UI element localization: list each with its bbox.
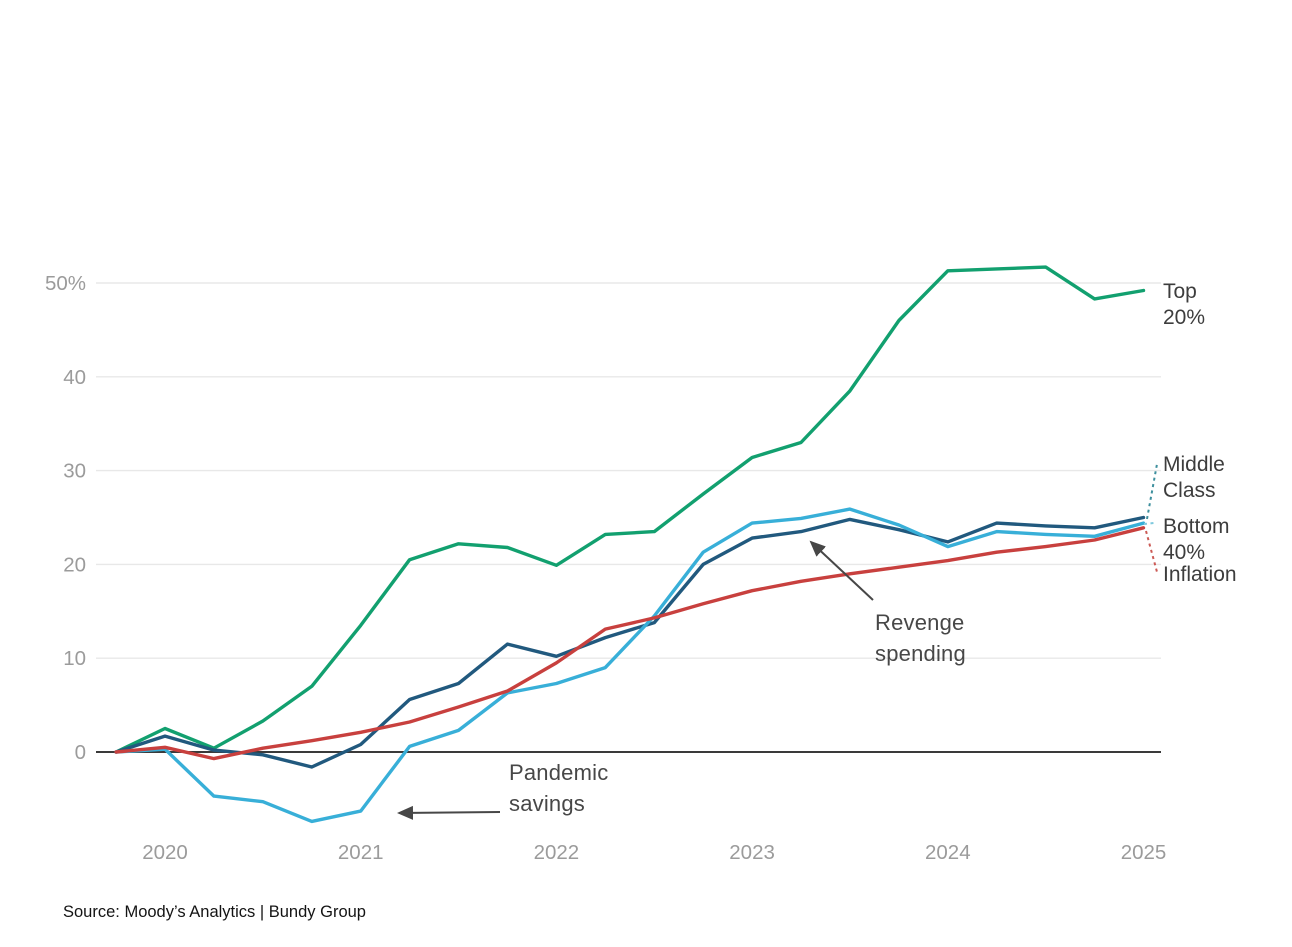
series-label-line: Middle xyxy=(1163,453,1225,476)
series-label-line: Top xyxy=(1163,280,1197,303)
x-axis-tick-label: 2021 xyxy=(338,841,384,864)
leader-line-inflation xyxy=(1145,530,1158,573)
leader-line-bottom-40 xyxy=(1143,522,1155,525)
y-axis-tick-label: 20 xyxy=(63,553,86,576)
y-axis-tick-label: 50% xyxy=(45,272,86,295)
series-label-line: Class xyxy=(1163,479,1216,502)
y-axis-tick-label: 0 xyxy=(75,741,86,764)
x-axis-tick-label: 2025 xyxy=(1121,841,1167,864)
series-label-line: 40% xyxy=(1163,541,1206,564)
y-axis-tick-label: 10 xyxy=(63,647,86,670)
annotation-text-line: Pandemic xyxy=(509,760,609,785)
leader-line-middle-class xyxy=(1146,463,1158,520)
series-label-line: Bottom xyxy=(1163,515,1230,538)
annotation-text-line: savings xyxy=(509,791,585,816)
series-label-line: 20% xyxy=(1163,306,1206,329)
series-label-top-20: Top 20% xyxy=(1163,279,1205,331)
series-label-line: Inflation xyxy=(1163,563,1237,586)
annotation-text-line: spending xyxy=(875,641,966,666)
x-axis-tick-label: 2023 xyxy=(729,841,775,864)
x-axis-tick-label: 2020 xyxy=(142,841,188,864)
y-axis-tick-label: 40 xyxy=(63,366,86,389)
series-label-inflation: Inflation xyxy=(1163,562,1237,588)
series-line-middle-class xyxy=(114,515,1146,769)
annotation-arrow-pandemic-savings xyxy=(397,805,501,820)
y-axis-tick-label: 30 xyxy=(63,460,86,483)
annotation-text-line: Revenge xyxy=(875,610,965,635)
series-line-inflation xyxy=(114,526,1146,761)
annotation-revenge-spending: Revenge spending xyxy=(875,607,966,669)
series-label-middle-class: Middle Class xyxy=(1163,452,1225,504)
x-axis-tick-label: 2024 xyxy=(925,841,971,864)
source-attribution: Source: Moody’s Analytics | Bundy Group xyxy=(63,903,366,921)
annotation-pandemic-savings: Pandemic savings xyxy=(509,757,608,819)
annotation-arrow-revenge-spending xyxy=(809,540,874,601)
series-label-bottom-40: Bottom 40% xyxy=(1163,514,1230,566)
series-line-bottom-40 xyxy=(114,507,1146,824)
x-axis-tick-label: 2022 xyxy=(534,841,580,864)
series-line-top-20 xyxy=(114,265,1146,754)
